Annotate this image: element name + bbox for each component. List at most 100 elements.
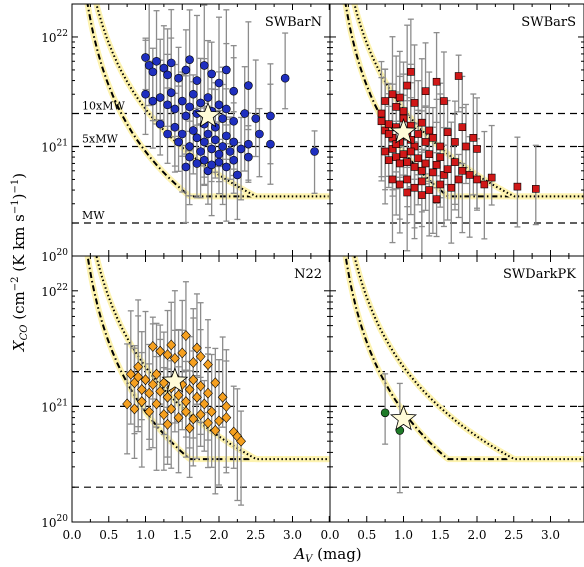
- data-point: [210, 377, 221, 389]
- data-point: [425, 150, 434, 159]
- data-point: [144, 406, 155, 418]
- data-point: [410, 163, 419, 171]
- data-point: [207, 69, 216, 79]
- data-point: [421, 87, 430, 95]
- data-point: [377, 117, 386, 126]
- data-point: [229, 155, 238, 165]
- data-point: [443, 165, 452, 174]
- data-point: [403, 81, 411, 90]
- data-point: [399, 150, 408, 159]
- data-point: [162, 418, 173, 430]
- x-tick-label: 2.0: [467, 528, 486, 542]
- data-point: [377, 109, 386, 118]
- data-point: [436, 180, 445, 189]
- data-point: [144, 387, 155, 399]
- x-tick-label: 3.0: [541, 528, 560, 542]
- data-point: [181, 406, 191, 418]
- data-point: [381, 97, 389, 105]
- data-point: [221, 400, 232, 412]
- data-point: [192, 76, 202, 85]
- data-point: [141, 53, 150, 62]
- y-tick-label: 1022: [41, 283, 68, 299]
- data-point: [384, 130, 393, 138]
- x-tick-label: 3.0: [283, 528, 302, 542]
- data-point: [184, 422, 195, 434]
- data-point: [207, 144, 216, 154]
- data-point: [200, 155, 209, 165]
- data-point: [236, 144, 246, 154]
- data-point: [192, 159, 202, 168]
- data-point: [214, 415, 224, 427]
- data-point: [229, 86, 238, 96]
- data-point: [454, 72, 463, 80]
- data-point: [440, 97, 448, 105]
- data-point: [188, 126, 198, 135]
- data-point: [458, 123, 467, 131]
- data-point: [166, 339, 177, 351]
- data-point: [244, 152, 253, 162]
- limit-curve: [95, 256, 329, 461]
- x-tick-label: 2.0: [209, 528, 228, 542]
- data-point: [418, 177, 426, 186]
- data-point: [174, 137, 183, 147]
- data-point: [158, 409, 169, 421]
- y-tick-label: 1022: [41, 29, 68, 45]
- data-point: [200, 137, 209, 147]
- data-point: [166, 88, 176, 97]
- data-point: [229, 137, 238, 147]
- data-point: [221, 412, 232, 424]
- data-point: [266, 139, 275, 149]
- data-point: [210, 424, 221, 436]
- y-tick-label: 1020: [41, 248, 68, 264]
- data-point: [162, 391, 173, 403]
- data-point: [181, 162, 191, 172]
- data-point: [192, 391, 202, 403]
- data-point: [531, 185, 540, 193]
- panel-SWDarkPK-plot: [330, 256, 584, 494]
- data-point: [487, 173, 496, 182]
- data-point: [403, 175, 411, 184]
- data-point: [384, 156, 393, 164]
- data-point: [240, 109, 250, 118]
- data-point: [199, 398, 210, 410]
- data-point: [454, 175, 463, 184]
- data-point: [129, 403, 140, 415]
- panel-title: N22: [294, 267, 322, 282]
- data-point: [399, 107, 408, 115]
- x-tick-label: 0.5: [357, 528, 376, 542]
- data-point: [473, 145, 481, 153]
- data-point: [214, 149, 224, 159]
- data-point: [443, 128, 452, 137]
- data-point: [384, 120, 393, 128]
- data-point: [166, 403, 177, 415]
- data-point: [177, 96, 187, 106]
- panel-title: SWBarS: [521, 15, 576, 30]
- data-point: [184, 384, 195, 395]
- x-tick-label: 2.5: [246, 528, 265, 542]
- data-point: [222, 65, 231, 75]
- data-point: [429, 168, 437, 177]
- data-point: [170, 104, 180, 114]
- data-point: [222, 131, 231, 141]
- data-point: [188, 374, 199, 386]
- data-point: [185, 102, 194, 112]
- data-point: [214, 100, 224, 110]
- data-point: [163, 100, 172, 110]
- data-point: [151, 368, 162, 380]
- data-point: [185, 142, 194, 151]
- data-point: [458, 166, 467, 175]
- panel-SWBarN-plot: [72, 4, 330, 224]
- data-point: [380, 408, 390, 418]
- data-point: [451, 138, 459, 146]
- data-point: [181, 111, 191, 121]
- data-point: [432, 195, 441, 204]
- data-point: [188, 356, 199, 368]
- panel-background: [330, 256, 584, 522]
- data-point: [155, 345, 166, 357]
- data-point: [173, 389, 184, 401]
- data-point: [177, 129, 187, 139]
- data-point: [425, 186, 434, 194]
- data-point: [196, 98, 205, 108]
- panel-backgrounds: [72, 4, 584, 522]
